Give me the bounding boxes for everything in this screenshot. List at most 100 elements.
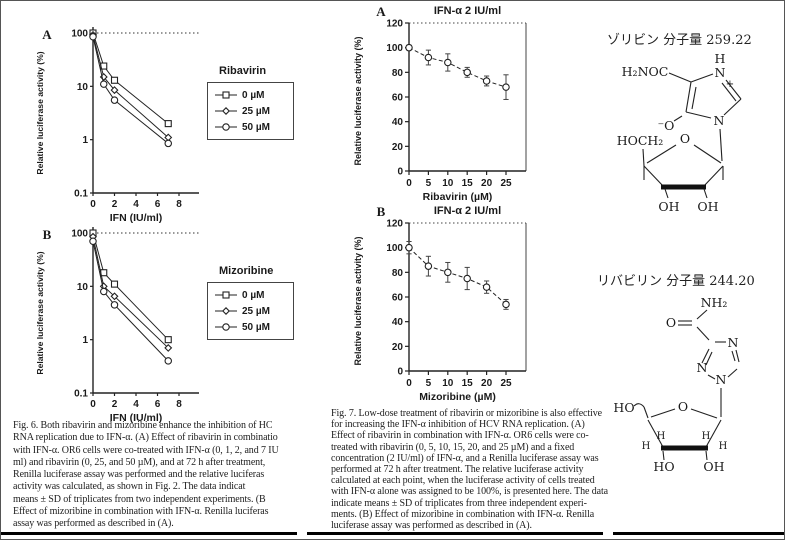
svg-text:100: 100 bbox=[71, 29, 88, 40]
fig7-panel-a-chart: A IFN-α 2 IU/ml 0 20 40 60 80 100 120 0 5 10 15 20 25 R… bbox=[353, 4, 527, 203]
svg-text:0.1: 0.1 bbox=[74, 389, 88, 400]
svg-text:80: 80 bbox=[392, 268, 404, 279]
fig6-panel-a-legend: Ribavirin 0 µM 25 µM 50 µM bbox=[207, 65, 294, 140]
legend-entry-label: 50 µM bbox=[242, 321, 270, 333]
svg-text:20: 20 bbox=[481, 378, 493, 389]
atom-label-h3: H bbox=[642, 441, 651, 452]
svg-text:20: 20 bbox=[392, 142, 404, 153]
caption-line: means ± SD of triplicates from two indep… bbox=[13, 493, 266, 505]
legend-marker-square bbox=[215, 291, 237, 299]
svg-text:100: 100 bbox=[386, 243, 403, 254]
atom-label-oh-left: OH bbox=[658, 199, 679, 214]
svg-text:0: 0 bbox=[90, 199, 96, 210]
svg-text:Ribavirin (µM): Ribavirin (µM) bbox=[423, 191, 493, 203]
page-divider-middle bbox=[307, 532, 603, 535]
atom-label-h2: H bbox=[702, 431, 711, 442]
svg-text:6: 6 bbox=[155, 399, 161, 410]
caption-line: ments. (B) Effect of mizoribine in combi… bbox=[331, 508, 595, 520]
legend-entry: 50 µM bbox=[214, 121, 284, 133]
svg-text:25: 25 bbox=[500, 378, 512, 389]
atom-label-carbonyl-oxygen: O bbox=[666, 315, 676, 330]
atom-label-enolate-oxygen: ⁻O bbox=[658, 118, 675, 133]
svg-text:20: 20 bbox=[481, 178, 493, 189]
svg-text:40: 40 bbox=[392, 117, 404, 128]
legend-entry: 50 µM bbox=[214, 321, 284, 333]
caption-line: treated with ribavirin (0, 5, 10, 15, 20… bbox=[331, 441, 575, 453]
svg-text:0: 0 bbox=[406, 378, 412, 389]
caption-line: Effect of mizoribine in combination with… bbox=[13, 506, 269, 518]
legend-marker-circle bbox=[215, 323, 237, 331]
svg-text:B: B bbox=[377, 204, 386, 219]
ribavirin-title: リバビリン 分子量 244.20 bbox=[597, 274, 755, 289]
svg-text:100: 100 bbox=[386, 43, 403, 54]
caption-line: Renilla luciferase assay was performed a… bbox=[13, 469, 265, 481]
svg-text:120: 120 bbox=[386, 219, 403, 230]
atom-label-ring-nitrogen: N bbox=[714, 113, 725, 128]
svg-text:B: B bbox=[43, 227, 52, 242]
caption-line: ml) and ribavirin (0, 25, and 50 µM), an… bbox=[13, 456, 266, 468]
svg-text:120: 120 bbox=[386, 19, 403, 30]
svg-text:0: 0 bbox=[397, 167, 403, 178]
caption-line: performed at 72 h after treatment. The r… bbox=[331, 464, 584, 476]
atom-label-h1: H bbox=[657, 431, 666, 442]
svg-text:15: 15 bbox=[462, 378, 474, 389]
legend-entry-label: 0 µM bbox=[242, 89, 265, 101]
svg-text:1: 1 bbox=[82, 135, 88, 146]
atom-label-carboxamide: H₂NOC bbox=[622, 64, 669, 79]
svg-text:5: 5 bbox=[426, 178, 432, 189]
legend-entry-label: 0 µM bbox=[242, 289, 265, 301]
legend-entry: 0 µM bbox=[214, 89, 284, 101]
svg-text:25: 25 bbox=[500, 178, 512, 189]
fig6-caption: Fig. 6. Both ribavirin and mizoribine en… bbox=[13, 420, 313, 531]
svg-text:Mizoribine (µM): Mizoribine (µM) bbox=[419, 391, 496, 403]
atom-label-nh-nitrogen: N bbox=[715, 65, 726, 80]
svg-text:0: 0 bbox=[90, 399, 96, 410]
atom-label-nh-hydrogen: H bbox=[715, 51, 726, 66]
svg-text:5: 5 bbox=[426, 378, 432, 389]
svg-text:IFN (IU/ml): IFN (IU/ml) bbox=[110, 212, 163, 224]
legend-entry-label: 25 µM bbox=[242, 105, 270, 117]
legend-marker-square bbox=[215, 91, 237, 99]
ribavirin-structure: NH₂ O N N N HO O H H H H HO OH bbox=[613, 295, 740, 474]
svg-text:60: 60 bbox=[392, 93, 404, 104]
caption-line: RNA replication due to IFN-α. (A) Effect… bbox=[13, 432, 278, 444]
mizoribine-structure: H₂NOC H N + ⁻O N HOCH₂ O OH OH bbox=[617, 51, 742, 214]
atom-label-h4: H bbox=[719, 441, 728, 452]
legend-entry: 0 µM bbox=[214, 289, 284, 301]
svg-text:IFN (IU/ml): IFN (IU/ml) bbox=[110, 412, 163, 424]
atom-label-ho-bottom: HO bbox=[653, 459, 674, 474]
svg-text:100: 100 bbox=[71, 229, 88, 240]
svg-text:0.1: 0.1 bbox=[74, 189, 88, 200]
atom-label-ho-left: HO bbox=[613, 400, 634, 415]
legend-entry: 25 µM bbox=[214, 305, 284, 317]
atom-label-n2: N bbox=[697, 360, 708, 375]
caption-line: for increasing the IFN-α inhibition of H… bbox=[331, 419, 585, 431]
svg-text:IFN-α 2 IU/ml: IFN-α 2 IU/ml bbox=[434, 205, 501, 217]
atom-label-n4: N bbox=[728, 335, 739, 350]
fig6-panel-b-chart: B 100 10 1 0.10 2 4 6 8 IFN (IU/ml) Relative lucif… bbox=[35, 227, 199, 424]
legend-title: Ribavirin bbox=[219, 65, 267, 77]
atom-label-n1: N bbox=[716, 372, 727, 387]
legend-entry: 25 µM bbox=[214, 105, 284, 117]
caption-line: concentration (2 IU/ml) of IFN-α, and a … bbox=[331, 452, 599, 464]
svg-text:4: 4 bbox=[133, 199, 139, 210]
svg-text:60: 60 bbox=[392, 293, 404, 304]
fig6-panel-b-legend: Mizoribine 0 µM 25 µM 50 µM bbox=[207, 265, 294, 340]
svg-text:10: 10 bbox=[442, 378, 454, 389]
fig7-caption: Fig. 7. Low-dose treatment of ribavirin … bbox=[331, 408, 621, 531]
caption-line: activity was calculated, as shown in Fig… bbox=[13, 481, 246, 493]
svg-text:40: 40 bbox=[392, 317, 404, 328]
svg-text:4: 4 bbox=[133, 399, 139, 410]
atom-label-nh2: NH₂ bbox=[701, 295, 728, 310]
legend-title: Mizoribine bbox=[219, 265, 274, 277]
legend-entry-label: 50 µM bbox=[242, 121, 270, 133]
caption-line: with IFN-α. OR6 cells were co-treated wi… bbox=[13, 444, 279, 456]
fig7-panel-b-chart: B IFN-α 2 IU/ml 0 20 40 60 80 100 120 0 5 10 15 20 25 M… bbox=[353, 204, 527, 403]
svg-text:0: 0 bbox=[397, 367, 403, 378]
caption-line: luciferase assay was performed as descri… bbox=[331, 520, 532, 532]
legend-marker-diamond bbox=[215, 307, 237, 315]
svg-text:2: 2 bbox=[112, 399, 118, 410]
svg-text:Relative luciferase activity (: Relative luciferase activity (%) bbox=[353, 36, 363, 165]
svg-text:0: 0 bbox=[406, 178, 412, 189]
